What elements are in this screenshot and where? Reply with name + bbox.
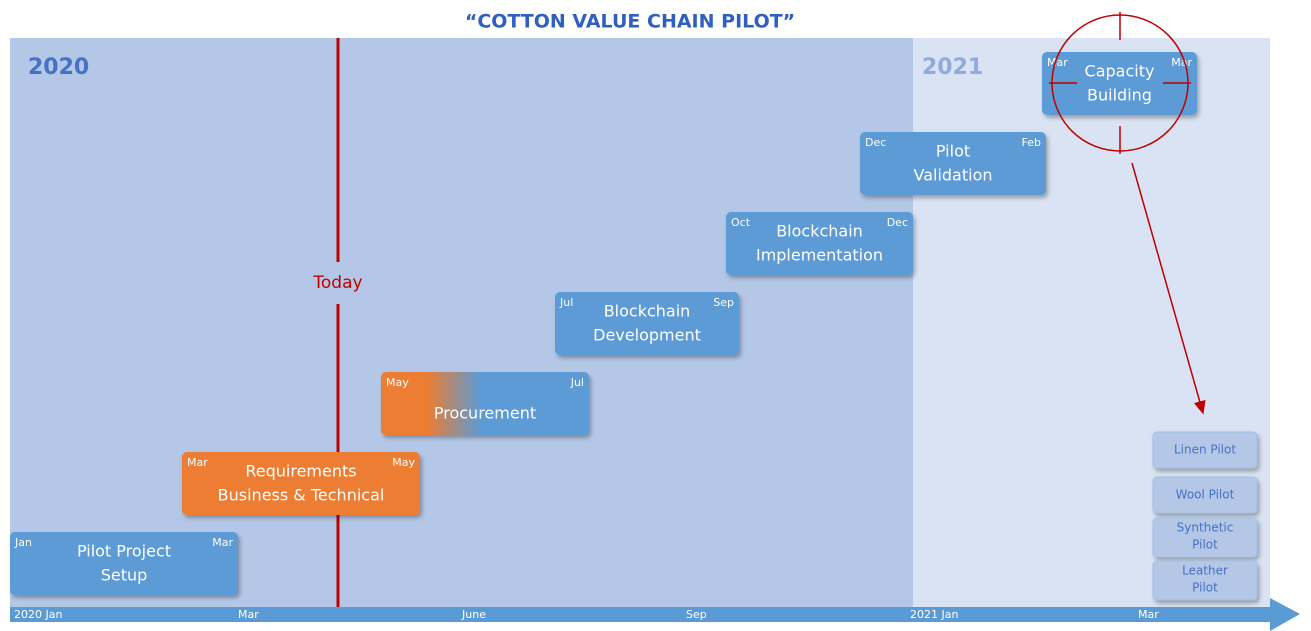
task-label: Development [593,326,701,345]
year-label: 2021 [922,55,983,80]
pilot-label: Leather [1182,564,1228,578]
task-start: Jul [559,296,573,309]
pilot-box [1152,476,1258,514]
panel-2020 [10,38,913,610]
task-label: Requirements [245,462,356,481]
task-bar [860,132,1046,195]
year-label: 2020 [28,55,89,80]
axis-arrow [1270,598,1300,631]
task-label: Implementation [756,246,883,265]
task-bar [381,372,589,435]
task-label: Blockchain [776,222,863,241]
axis-label: Mar [1138,608,1159,621]
task-label: Capacity [1085,62,1155,81]
task-start: Jan [14,536,32,549]
pilot-label: Wool Pilot [1176,488,1235,502]
pilot-label: Pilot [1192,538,1218,552]
task-start: Mar [187,456,208,469]
task-bar [726,212,913,275]
task-end: Jul [570,376,584,389]
task-label: Procurement [434,404,536,423]
task-start: Mar [1047,56,1068,69]
axis-label: 2020 Jan [14,608,62,621]
pilot-label: Linen Pilot [1174,443,1236,457]
task-label: Pilot [936,142,970,161]
axis-label: 2021 Jan [910,608,958,621]
task-start: Oct [731,216,751,229]
pilot-label: Synthetic [1177,521,1234,535]
task-label: Pilot Project [77,542,171,561]
pilot-box [1152,431,1258,469]
task-label: Setup [101,566,148,585]
axis-label: Sep [686,608,707,621]
task-bar [1042,52,1197,115]
task-label: Business & Technical [218,486,385,505]
axis-label: June [461,608,486,621]
pilot-box [1152,560,1258,601]
task-label: Building [1087,86,1152,105]
title: “COTTON VALUE CHAIN PILOT” [465,11,795,33]
task-end: Sep [713,296,734,309]
task-end: May [392,456,415,469]
task-end: Dec [887,216,908,229]
task-end: Feb [1022,136,1041,149]
task-end: Mar [212,536,233,549]
task-bar [555,292,739,355]
task-start: Dec [865,136,886,149]
axis-bar [10,607,1275,622]
task-start: May [386,376,409,389]
task-bar [182,452,420,515]
task-end: Mar [1171,56,1192,69]
today-label: Today [312,273,362,293]
pilot-box [1152,517,1258,558]
pilot-label: Pilot [1192,581,1218,595]
pointer-arrow [1131,162,1206,415]
task-label: Blockchain [604,302,691,321]
task-label: Validation [913,166,992,185]
axis-label: Mar [238,608,259,621]
task-bar [10,532,238,595]
